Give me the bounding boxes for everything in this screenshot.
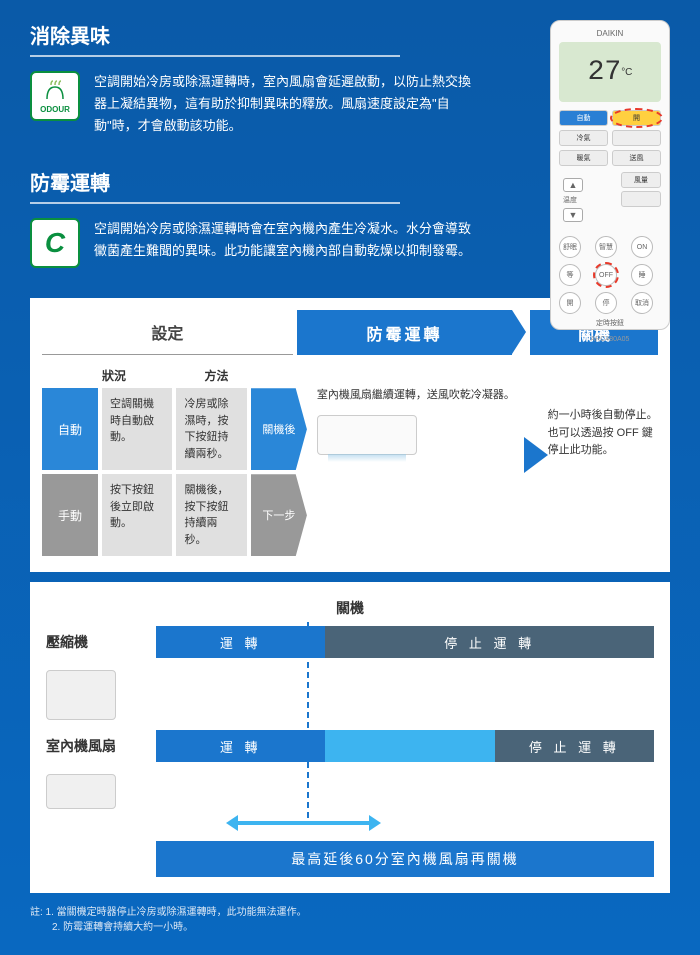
remote-circle-1[interactable]: 智慧 (595, 236, 617, 258)
fan-stop: 停 止 運 轉 (495, 730, 654, 762)
remote-button-grid: 自動 開 冷氣 暖氣 送風 (559, 110, 661, 166)
section2-text: 空調開始冷房或除濕運轉時會在室內機內產生冷凝水。水分會導致黴菌產生難聞的異味。此… (94, 218, 474, 268)
row-manual-method: 關機後，按下按鈕持續兩秒。 (176, 474, 246, 556)
compressor-bar: 運 轉 停 止 運 轉 (156, 626, 654, 658)
timeline-panel: 關機 壓縮機 運 轉 停 止 運 轉 室內機風扇 運 轉 停 止 運 轉 最高延… (30, 582, 670, 893)
remote-circle-4[interactable]: OFF (595, 264, 617, 286)
remote-auto-button[interactable]: 自動 (559, 110, 608, 126)
row-auto-method: 冷房或除濕時，按下按鈕持續兩秒。 (176, 388, 246, 470)
row-manual-arrow: 下一步 (251, 474, 307, 556)
big-arrow-icon (524, 437, 548, 473)
page-root: DAIKIN 27 °C 自動 開 冷氣 暖氣 送風 ▲ 温度 ▼ 風量 舒眠 (0, 0, 700, 955)
mold-icon-glyph: C (45, 227, 65, 259)
note-1: 註: 1. 當關機定時器停止冷房或除濕運轉時，此功能無法運作。 (30, 905, 670, 920)
remote-screen: 27 °C (559, 42, 661, 102)
table-row-auto: 自動 空調關機時自動啟動。 冷房或除濕時，按下按鈕持續兩秒。 關機後 (42, 388, 307, 470)
settings-table: 狀況 方法 自動 空調關機時自動啟動。 冷房或除濕時，按下按鈕持續兩秒。 關機後… (42, 367, 307, 560)
row-manual-label: 手動 (42, 474, 98, 556)
remote-circle-0[interactable]: 舒眠 (559, 236, 581, 258)
timeline-summary: 最高延後60分室內機風扇再關機 (156, 841, 654, 877)
remote-brand: DAIKIN (559, 29, 661, 38)
timeline-header: 關機 (46, 598, 654, 618)
flow-table-wrap: 狀況 方法 自動 空調關機時自動啟動。 冷房或除濕時，按下按鈕持續兩秒。 關機後… (42, 367, 658, 560)
remote-model: ARC480A05 (559, 336, 661, 343)
row-auto-status: 空調關機時自動啟動。 (102, 388, 172, 470)
compressor-label: 壓縮機 (46, 632, 146, 652)
flow-mid-col: 室內機風扇繼續運轉，送風吹乾冷凝器。 (317, 367, 538, 560)
mold-icon: C (30, 218, 80, 268)
flow-header-mold: 防霉運轉 (297, 310, 513, 355)
section1-title: 消除異味 (30, 20, 400, 57)
table-row-manual: 手動 按下按鈕後立即啟動。 關機後，按下按鈕持續兩秒。 下一步 (42, 474, 307, 556)
flow-off-col: 約一小時後自動停止。也可以透過按 OFF 鍵停止此功能。 (548, 367, 658, 560)
note-2: 2. 防霉運轉會持續大約一小時。 (30, 920, 670, 935)
section2-title: 防霉運轉 (30, 167, 400, 204)
remote-on-button[interactable]: 開 (612, 110, 661, 126)
remote-extra-button[interactable] (621, 191, 661, 207)
remote-fan-button[interactable]: 送風 (612, 150, 661, 166)
col-method: 方法 (204, 367, 306, 384)
remote-circle-2[interactable]: ON (631, 236, 653, 258)
table-col-headers: 狀況 方法 (42, 367, 307, 384)
timeline-row-fan: 室內機風扇 運 轉 停 止 運 轉 (46, 730, 654, 762)
timer-label: 定時按鈕 (559, 318, 661, 328)
fan-run: 運 轉 (156, 730, 325, 762)
remote-temp-arrows: ▲ 温度 ▼ (559, 178, 583, 222)
remote-control: DAIKIN 27 °C 自動 開 冷氣 暖氣 送風 ▲ 温度 ▼ 風量 舒眠 (550, 20, 670, 330)
remote-heat-button[interactable]: 暖氣 (559, 150, 608, 166)
remote-circle-7[interactable]: 停 (595, 292, 617, 314)
ac-unit-image (317, 415, 417, 455)
fan-extend (325, 730, 494, 762)
double-arrow-icon (226, 815, 381, 831)
off-text: 約一小時後自動停止。也可以透過按 OFF 鍵停止此功能。 (548, 407, 658, 460)
remote-cool-button[interactable]: 冷氣 (559, 130, 608, 146)
remote-circle-buttons: 舒眠 智慧 ON 等 OFF 睡 開 停 取消 (559, 236, 661, 314)
timeline-row-compressor: 壓縮機 運 轉 停 止 運 轉 (46, 626, 654, 658)
indoor-unit-image (46, 774, 116, 809)
fan-label: 室內機風扇 (46, 736, 146, 756)
odour-icon: ODOUR (30, 71, 80, 121)
remote-circle-6[interactable]: 開 (559, 292, 581, 314)
remote-circle-5[interactable]: 睡 (631, 264, 653, 286)
row-manual-status: 按下按鈕後立即啟動。 (102, 474, 172, 556)
remote-wind-button[interactable]: 風量 (621, 172, 661, 188)
remote-circle-3[interactable]: 等 (559, 264, 581, 286)
row-auto-label: 自動 (42, 388, 98, 470)
remote-temp: 27 (588, 57, 622, 88)
temp-up-button[interactable]: ▲ (563, 178, 583, 192)
footnotes: 註: 1. 當關機定時器停止冷房或除濕運轉時，此功能無法運作。 2. 防霉運轉會… (30, 905, 670, 935)
remote-circle-8[interactable]: 取消 (631, 292, 653, 314)
temp-label: 温度 (563, 195, 577, 205)
row-auto-arrow: 關機後 (251, 388, 307, 470)
fan-bar: 運 轉 停 止 運 轉 (156, 730, 654, 762)
flow-header-settings: 設定 (42, 310, 293, 355)
col-status: 狀況 (102, 367, 204, 384)
mid-text: 室內機風扇繼續運轉，送風吹乾冷凝器。 (317, 387, 538, 405)
odour-icon-label: ODOUR (40, 105, 70, 114)
outdoor-unit-image (46, 670, 116, 720)
temp-down-button[interactable]: ▼ (563, 208, 583, 222)
compressor-stop: 停 止 運 轉 (325, 626, 654, 658)
section1-text: 空調開始冷房或除濕運轉時，室內風扇會延遲啟動，以防止熱交換器上凝結異物，這有助於… (94, 71, 474, 137)
compressor-run: 運 轉 (156, 626, 325, 658)
remote-unit: °C (621, 67, 632, 78)
remote-spacer1 (612, 130, 661, 146)
